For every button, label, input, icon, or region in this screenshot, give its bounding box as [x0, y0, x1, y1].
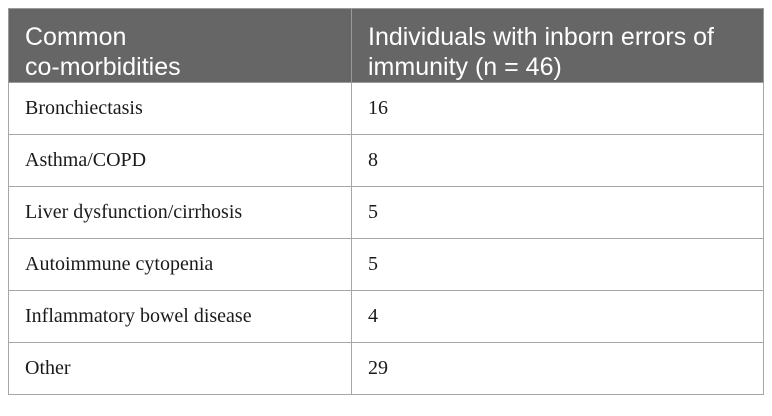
comorbidity-cell: Autoimmune cytopenia	[8, 238, 352, 291]
header-individuals: Individuals with inborn errors of immuni…	[351, 8, 764, 83]
header-comorbidities-line-1: Common	[25, 23, 127, 51]
comorbidity-cell: Bronchiectasis	[8, 82, 352, 135]
comorbidity-cell: Liver dysfunction/cirrhosis	[8, 186, 352, 239]
header-comorbidities: Common co-morbidities	[8, 8, 352, 83]
table-row: Asthma/COPD 8	[8, 134, 764, 187]
header-comorbidities-line-2: co-morbidities	[25, 53, 181, 81]
count-cell: 5	[351, 186, 764, 239]
count-cell: 4	[351, 290, 764, 343]
header-individuals-line-1: Individuals with inborn errors of	[368, 23, 714, 51]
table-row: Other 29	[8, 342, 764, 395]
table-row: Inflammatory bowel disease 4	[8, 290, 764, 343]
count-cell: 29	[351, 342, 764, 395]
table-row: Bronchiectasis 16	[8, 82, 764, 135]
count-cell: 8	[351, 134, 764, 187]
table-row: Autoimmune cytopenia 5	[8, 238, 764, 291]
comorbidity-cell: Inflammatory bowel disease	[8, 290, 352, 343]
header-individuals-line-2: immunity (n = 46)	[368, 53, 562, 81]
table-row: Liver dysfunction/cirrhosis 5	[8, 186, 764, 239]
comorbidities-table: Common co-morbidities Individuals with i…	[8, 8, 764, 395]
table-header: Common co-morbidities Individuals with i…	[8, 8, 764, 83]
count-cell: 5	[351, 238, 764, 291]
table-body: Bronchiectasis 16 Asthma/COPD 8 Liver dy…	[8, 82, 764, 395]
header-row: Common co-morbidities Individuals with i…	[8, 8, 764, 83]
comorbidity-cell: Other	[8, 342, 352, 395]
comorbidity-cell: Asthma/COPD	[8, 134, 352, 187]
comorbidities-table-container: Common co-morbidities Individuals with i…	[8, 8, 764, 395]
count-cell: 16	[351, 82, 764, 135]
